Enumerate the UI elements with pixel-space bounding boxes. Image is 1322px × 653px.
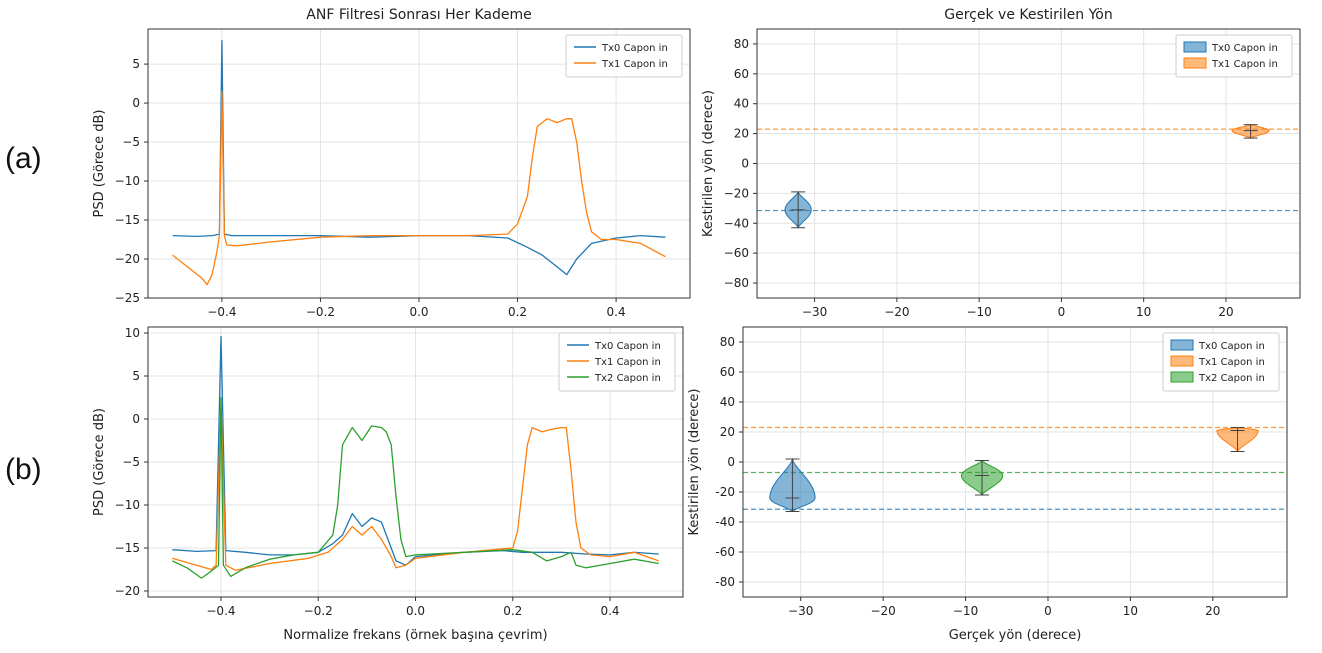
y-tick-label: −20 [115,584,140,598]
legend: Tx0 Capon in Tx1 Capon in [1175,34,1293,78]
y-axis-label: PSD (Görece dB) [92,110,107,218]
y-tick-label: 20 [720,425,735,439]
series-line-tx1 [172,90,666,286]
x-tick-label: 0.4 [607,305,626,319]
legend-label-tx2: Tx2 Capon in [1198,373,1265,384]
y-tick-label: 80 [734,37,749,51]
x-tick-label: 0 [1058,305,1066,319]
y-tick-label: −15 [115,541,140,555]
legend: Tx0 Capon in Tx1 Capon in [565,34,683,78]
legend-swatch-tx1 [1183,57,1207,69]
chart-title: ANF Filtresi Sonrası Her Kademe [306,7,531,23]
legend-label-tx2: Tx2 Capon in [594,373,661,384]
x-axis-label: Normalize frekans (örnek başına çevrim) [283,628,547,643]
y-tick-label: 40 [734,97,749,111]
legend-box [1175,34,1293,78]
y-tick-label: 0 [132,96,140,110]
chart-title: Gerçek ve Kestirilen Yön [944,7,1113,23]
row-label-a: (a) [5,142,42,175]
x-tick-label: −0.4 [206,604,235,618]
y-tick-label: −80 [724,276,749,290]
plot-content [757,124,1300,229]
chart-psd-b: −0.4 −0.2 0.0 0.2 0.4 10 5 0 −5 −10 −15 −20 Normaliz… [92,326,684,643]
y-tick-label: 60 [734,67,749,81]
chart-doa-b: −30 −20 −10 0 10 20 80 60 40 20 0 -20 -40 -60 -80 Gerçe… [687,326,1288,643]
plot-content [172,335,659,579]
y-tick-label: −5 [122,135,140,149]
x-tick-label: −0.2 [304,604,333,618]
y-tick-label: 20 [734,127,749,141]
y-tick-label: 10 [125,326,140,340]
x-tick-label: 0.0 [409,305,428,319]
legend-label-tx1: Tx1 Capon in [594,357,661,368]
y-tick-label: −15 [115,213,140,227]
x-tick-label: 0.0 [406,604,425,618]
y-tick-label: 0 [727,455,735,469]
legend-box [565,34,683,78]
x-tick-label: 20 [1218,305,1233,319]
legend-label-tx1: Tx1 Capon in [1211,59,1278,70]
legend-swatch-tx0 [1183,41,1207,53]
legend-swatch-tx1 [1170,355,1194,367]
x-tick-label: −10 [953,604,978,618]
legend: Tx0 Capon in Tx1 Capon in Tx2 Capon in [558,332,676,392]
y-tick-label: 0 [132,412,140,426]
x-tick-label: 0.2 [503,604,522,618]
y-tick-label: -80 [715,575,735,589]
legend-label-tx0: Tx0 Capon in [601,43,668,54]
chart-doa-a: −30 −20 −10 0 10 20 80 60 40 20 0 −20 −40 −60 −80 Gerçe… [701,7,1301,319]
y-axis-label: Kestirilen yön (derece) [701,90,716,237]
x-tick-label: 10 [1123,604,1138,618]
x-tick-label: −20 [884,305,909,319]
x-tick-label: 20 [1205,604,1220,618]
y-tick-label: −20 [724,186,749,200]
plot-content [743,426,1287,513]
legend: Tx0 Capon in Tx1 Capon in Tx2 Capon in [1162,332,1280,392]
y-axis-label: PSD (Görece dB) [92,408,107,516]
x-tick-label: −30 [788,604,813,618]
y-tick-label: 60 [720,365,735,379]
series-line-tx0 [172,335,659,566]
y-tick-label: −40 [724,216,749,230]
y-tick-label: -60 [715,545,735,559]
y-tick-label: −20 [115,252,140,266]
row-label-b: (b) [5,453,42,486]
y-tick-label: 80 [720,335,735,349]
x-tick-label: −30 [802,305,827,319]
y-tick-label: −5 [122,455,140,469]
legend-label-tx0: Tx0 Capon in [1211,43,1278,54]
plot-content [172,40,666,286]
y-tick-label: 5 [132,369,140,383]
x-tick-label: −0.4 [207,305,236,319]
y-tick-label: −25 [115,291,140,305]
legend-swatch-tx2 [1170,371,1194,383]
legend-swatch-tx0 [1170,339,1194,351]
legend-label-tx0: Tx0 Capon in [1198,341,1265,352]
x-tick-label: −0.2 [306,305,335,319]
y-tick-label: −60 [724,246,749,260]
y-tick-label: 5 [132,57,140,71]
y-tick-label: −10 [115,174,140,188]
legend-label-tx1: Tx1 Capon in [1198,357,1265,368]
x-tick-label: 0.2 [508,305,527,319]
legend-label-tx0: Tx0 Capon in [594,341,661,352]
x-tick-label: 0.4 [600,604,619,618]
y-tick-label: -40 [715,515,735,529]
chart-psd-a: −0.4 −0.2 0.0 0.2 0.4 5 0 −5 −10 −15 −20 −25 ANF Fil… [92,7,691,319]
series-line-tx1 [172,401,659,571]
y-tick-label: 0 [741,157,749,171]
x-tick-label: 10 [1136,305,1151,319]
y-tick-label: -20 [715,485,735,499]
series-line-tx2 [172,396,659,579]
x-tick-label: 0 [1044,604,1052,618]
y-tick-label: −10 [115,498,140,512]
x-tick-label: −10 [966,305,991,319]
y-axis-label: Kestirilen yön (derece) [687,389,702,536]
legend-label-tx1: Tx1 Capon in [601,59,668,70]
x-axis-label: Gerçek yön (derece) [949,628,1082,643]
x-tick-label: −20 [870,604,895,618]
y-tick-label: 40 [720,395,735,409]
